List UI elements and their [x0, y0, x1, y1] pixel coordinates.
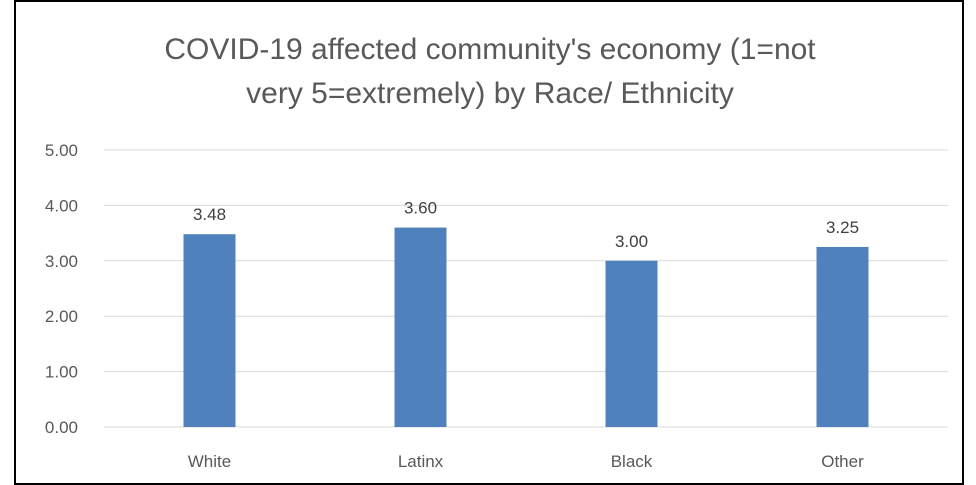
y-tick-label: 3.00: [45, 252, 78, 271]
data-label: 3.25: [826, 218, 859, 237]
bar: [605, 260, 658, 427]
y-tick-label: 4.00: [45, 196, 78, 215]
bar: [183, 234, 236, 427]
bar: [816, 246, 869, 427]
y-tick-label: 1.00: [45, 363, 78, 382]
y-tick-label: 5.00: [45, 141, 78, 160]
chart-title: COVID-19 affected community's economy (1…: [164, 33, 816, 110]
bar: [394, 227, 447, 427]
x-tick-label: Other: [821, 452, 864, 471]
x-tick-label: Black: [611, 452, 653, 471]
data-label: 3.48: [193, 205, 226, 224]
chart-frame: [14, 0, 964, 485]
data-label: 3.60: [404, 199, 437, 218]
y-tick-label: 0.00: [45, 418, 78, 437]
x-tick-label: White: [188, 452, 231, 471]
data-label: 3.00: [615, 232, 648, 251]
x-tick-label: Latinx: [398, 452, 444, 471]
y-tick-label: 2.00: [45, 307, 78, 326]
